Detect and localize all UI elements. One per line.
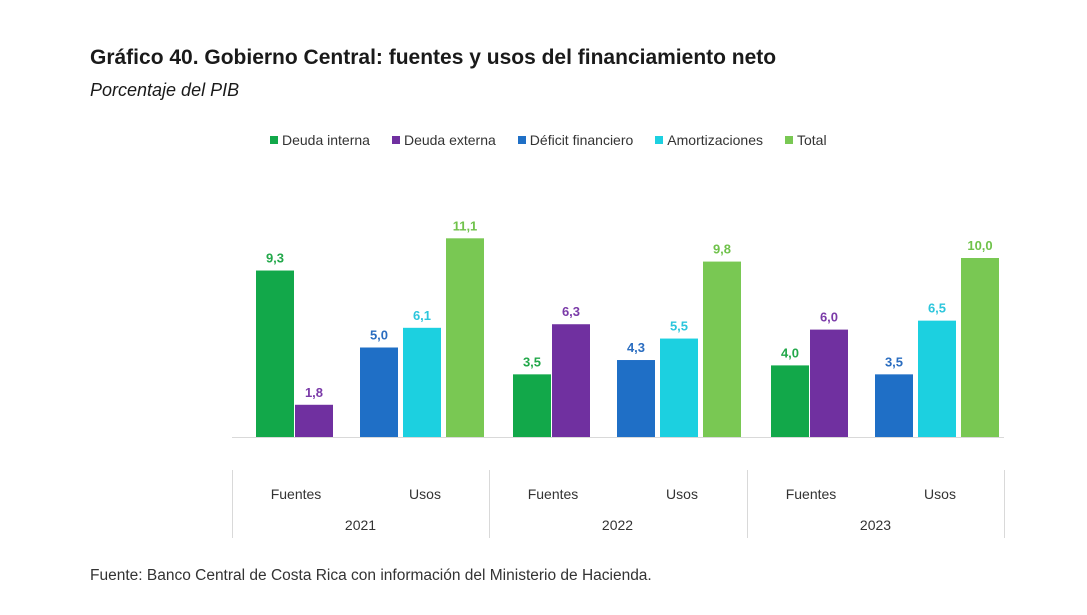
data-label: 6,0 bbox=[820, 310, 838, 325]
legend-swatch bbox=[391, 136, 400, 144]
x-tick-label-fuentes: Fuentes bbox=[271, 486, 322, 502]
x-tick-label-year: 2021 bbox=[345, 517, 376, 533]
data-label: 11,1 bbox=[453, 218, 478, 233]
x-tick-label-usos: Usos bbox=[666, 486, 698, 502]
x-tick-label-year: 2022 bbox=[602, 517, 633, 533]
legend-label: Amortizaciones bbox=[667, 132, 763, 148]
bar-deuda-interna-2021 bbox=[256, 270, 294, 437]
data-label: 4,0 bbox=[781, 345, 799, 360]
data-label: 3,5 bbox=[523, 354, 541, 369]
legend-item-deuda-externa: Deuda externa bbox=[391, 132, 496, 148]
legend-item-total: Total bbox=[785, 132, 827, 148]
bar-d-ficit-financiero-2023 bbox=[875, 374, 913, 437]
legend-item-deficit-financiero: Déficit financiero bbox=[517, 132, 634, 148]
data-label: 5,0 bbox=[370, 328, 388, 343]
legend-label: Déficit financiero bbox=[529, 132, 634, 148]
chart-subtitle: Porcentaje del PIB bbox=[90, 80, 240, 100]
bar-amortizaciones-2021 bbox=[403, 327, 441, 437]
bar-total-2022 bbox=[703, 261, 741, 437]
data-label: 6,3 bbox=[562, 304, 580, 319]
data-label: 5,5 bbox=[670, 319, 688, 334]
x-tick-label-usos: Usos bbox=[924, 486, 956, 502]
bar-d-ficit-financiero-2021 bbox=[360, 347, 398, 437]
x-tick-label-usos: Usos bbox=[409, 486, 441, 502]
bar-total-2021 bbox=[446, 238, 484, 437]
source-note: Fuente: Banco Central de Costa Rica con … bbox=[90, 567, 652, 584]
chart-title: Gráfico 40. Gobierno Central: fuentes y … bbox=[90, 46, 777, 69]
bar-deuda-externa-2021 bbox=[295, 404, 333, 437]
bar-d-ficit-financiero-2022 bbox=[617, 360, 655, 437]
x-tick-label-fuentes: Fuentes bbox=[786, 486, 837, 502]
legend-label: Total bbox=[797, 132, 827, 148]
legend-item-deuda-interna: Deuda interna bbox=[270, 132, 370, 148]
data-label: 9,3 bbox=[266, 251, 284, 266]
legend-item-amortizaciones: Amortizaciones bbox=[655, 132, 763, 148]
legend-swatch bbox=[270, 136, 278, 144]
data-label: 6,5 bbox=[928, 301, 946, 316]
legend: Deuda interna Deuda externa Déficit fina… bbox=[270, 132, 827, 148]
legend-label: Deuda externa bbox=[403, 132, 496, 148]
bar-deuda-externa-2023 bbox=[810, 329, 848, 437]
data-label: 3,5 bbox=[885, 354, 903, 369]
bar-deuda-interna-2023 bbox=[771, 365, 809, 437]
legend-swatch bbox=[655, 136, 664, 144]
bar-amortizaciones-2022 bbox=[660, 338, 698, 437]
legend-swatch bbox=[785, 136, 793, 144]
bar-total-2023 bbox=[961, 258, 999, 437]
x-tick-label-fuentes: Fuentes bbox=[528, 486, 579, 502]
legend-label: Deuda interna bbox=[282, 132, 370, 148]
bar-deuda-interna-2022 bbox=[513, 374, 551, 437]
data-label: 10,0 bbox=[967, 238, 992, 253]
bar-deuda-externa-2022 bbox=[552, 324, 590, 437]
x-tick-label-year: 2023 bbox=[860, 517, 891, 533]
legend-swatch bbox=[517, 136, 526, 144]
data-label: 1,8 bbox=[305, 385, 323, 400]
bar-amortizaciones-2023 bbox=[918, 320, 956, 437]
data-label: 4,3 bbox=[627, 340, 645, 355]
data-label: 9,8 bbox=[713, 242, 731, 257]
data-label: 6,1 bbox=[413, 308, 431, 323]
